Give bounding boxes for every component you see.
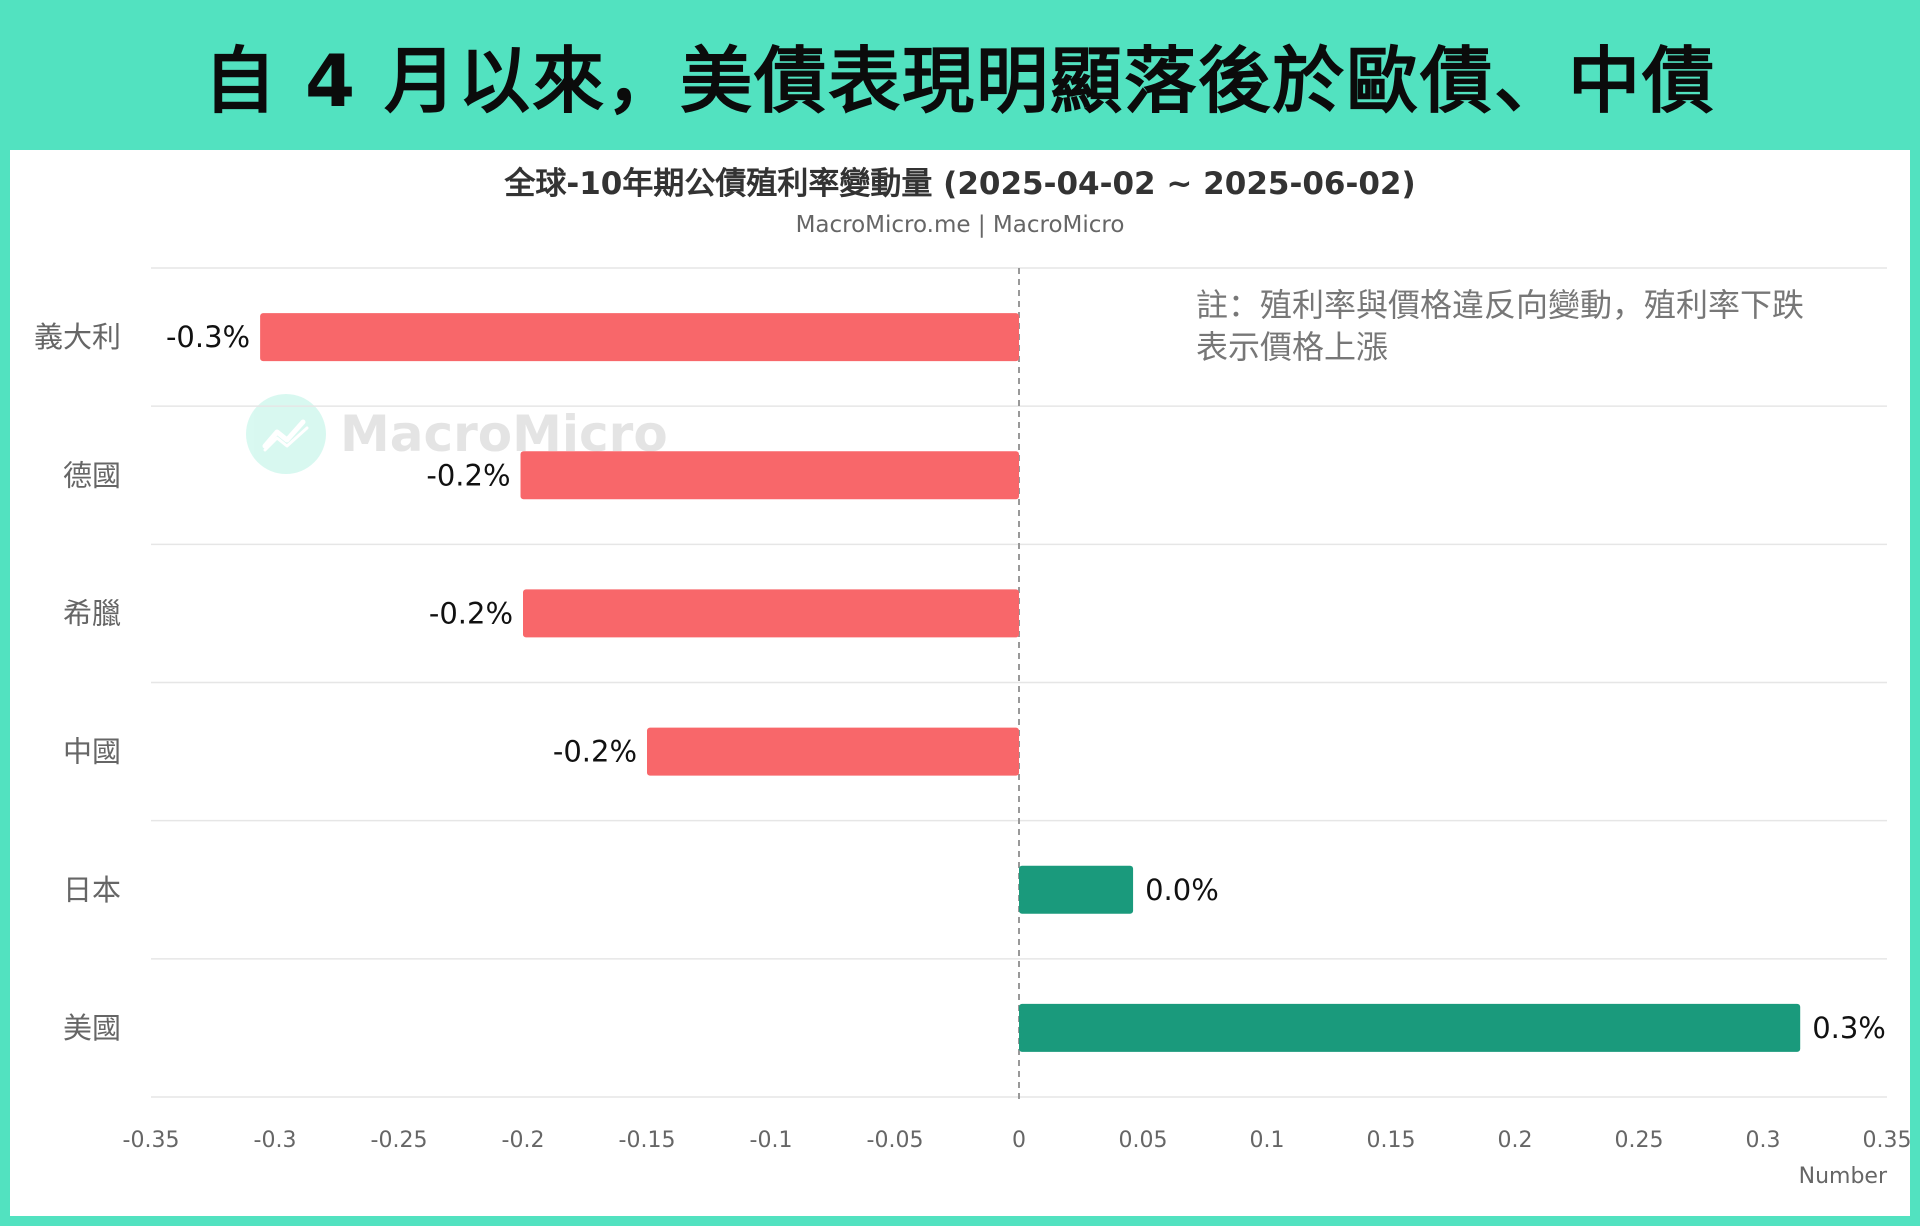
x-tick-label: 0.1 xyxy=(1250,1128,1285,1153)
x-tick-label: -0.05 xyxy=(867,1128,924,1153)
chart-note: 註：殖利率與價格違反向變動，殖利率下跌 表示價格上漲 xyxy=(1196,284,1886,368)
chart-panel: 全球-10年期公債殖利率變動量 (2025-04-02 ~ 2025-06-02… xyxy=(10,150,1910,1216)
x-tick-label: 0.05 xyxy=(1119,1128,1168,1153)
data-label: -0.2% xyxy=(553,735,637,769)
category-label: 日本 xyxy=(63,873,121,907)
x-tick-label: 0.3 xyxy=(1746,1128,1781,1153)
x-tick-label: 0.15 xyxy=(1367,1128,1416,1153)
x-tick-label: 0 xyxy=(1012,1128,1026,1153)
chart-note-line-2: 表示價格上漲 xyxy=(1196,328,1389,366)
bar-4 xyxy=(647,727,1019,776)
x-tick-label: -0.2 xyxy=(502,1128,545,1153)
chart-note-line-1: 註：殖利率與價格違反向變動，殖利率下跌 xyxy=(1196,286,1805,324)
data-label: -0.2% xyxy=(426,458,510,492)
bar-3 xyxy=(523,589,1019,638)
chart-title: 全球-10年期公債殖利率變動量 (2025-04-02 ~ 2025-06-02… xyxy=(504,166,1416,202)
x-tick-label: -0.25 xyxy=(371,1128,428,1153)
chart-subtitle: MacroMicro.me | MacroMicro xyxy=(795,212,1125,238)
category-label: 德國 xyxy=(63,458,121,492)
data-label: -0.2% xyxy=(429,596,513,630)
category-label: 中國 xyxy=(63,735,121,769)
category-label: 希臘 xyxy=(63,596,121,630)
x-tick-label: 0.35 xyxy=(1863,1128,1910,1153)
macromicro-logo-icon xyxy=(246,394,326,474)
bar-5 xyxy=(1019,865,1134,914)
x-axis-label: Number xyxy=(1799,1164,1888,1189)
category-label: 美國 xyxy=(63,1011,121,1045)
x-tick-label: -0.1 xyxy=(750,1128,793,1153)
bar-2 xyxy=(520,451,1019,500)
x-tick-label: 0.2 xyxy=(1498,1128,1533,1153)
category-label: 義大利 xyxy=(34,320,121,354)
bar-6 xyxy=(1019,1003,1801,1052)
data-label: -0.3% xyxy=(166,320,250,354)
headline: 自 4 月以來，美債表現明顯落後於歐債、中債 xyxy=(203,38,1717,123)
bar-chart: 義大利 -0.3% 德國 -0.2% 希臘 -0.2% 中國 -0.2% 日本 0.0% 美國 0.3… xyxy=(34,267,1910,1189)
x-tick-label: -0.35 xyxy=(123,1128,180,1153)
x-tick-label: -0.3 xyxy=(254,1128,297,1153)
bar-1 xyxy=(260,313,1019,362)
data-label: 0.0% xyxy=(1145,873,1219,907)
x-tick-label: -0.15 xyxy=(619,1128,676,1153)
x-tick-label: 0.25 xyxy=(1615,1128,1664,1153)
data-label: 0.3% xyxy=(1812,1011,1886,1045)
